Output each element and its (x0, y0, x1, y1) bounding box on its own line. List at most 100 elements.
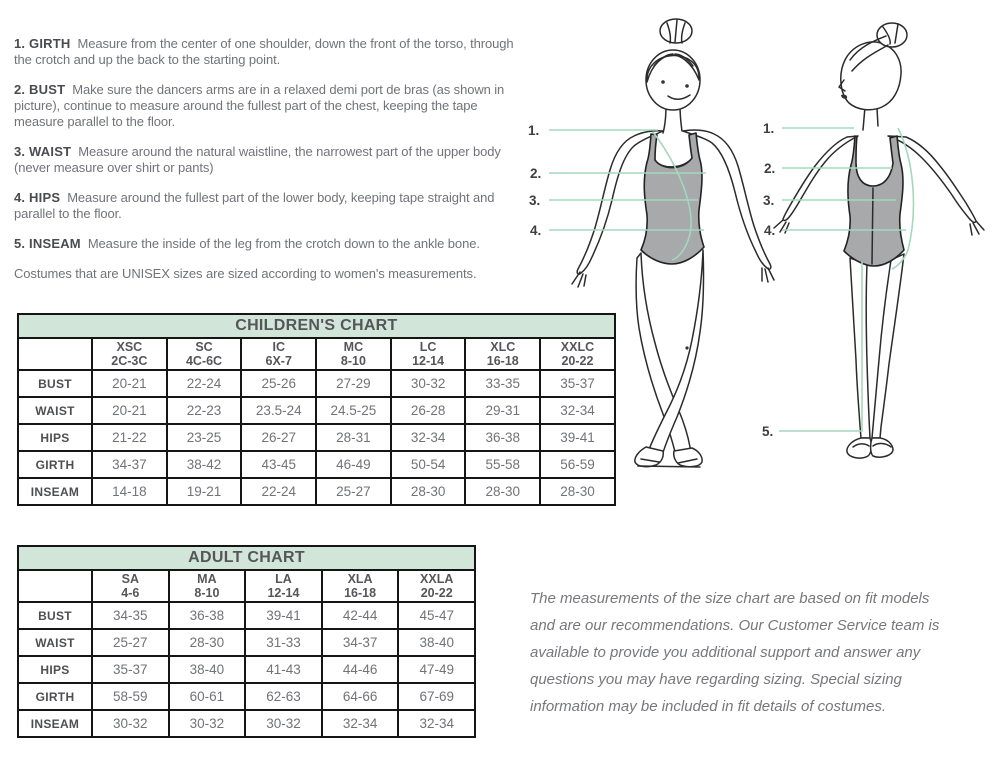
size-code: XLC (490, 340, 516, 354)
table-cell: 23.5-24 (240, 396, 318, 425)
table-cell: 28-31 (315, 423, 392, 452)
size-range: 20-22 (561, 354, 594, 368)
measure-label-5-back: 5. (762, 424, 773, 439)
column-header: SA 4-6 (91, 569, 170, 603)
table-cell: 32-34 (397, 709, 477, 738)
size-code: MA (197, 572, 217, 586)
column-header: IC 6X-7 (240, 337, 318, 371)
size-range: 8-10 (340, 354, 366, 368)
table-cell: 31-33 (244, 628, 323, 657)
instruction-text: Measure around the fullest part of the l… (14, 190, 495, 221)
table-cell: 33-35 (464, 369, 542, 398)
table-cell: 30-32 (244, 709, 323, 738)
chart-title-row: CHILDREN'S CHART (17, 313, 616, 339)
table-cell: 28-30 (539, 477, 616, 506)
size-code: IC (272, 340, 285, 354)
measure-label-2-front: 2. (530, 166, 541, 181)
column-header: MA 8-10 (167, 569, 247, 603)
childrens-chart-table: CHILDREN'S CHART XSC 2C-3C SC 4C-6C IC 6X-7… (17, 313, 616, 506)
table-cell: 34-35 (91, 601, 170, 630)
size-range: 12-14 (412, 354, 445, 368)
column-header: XLA 16-18 (320, 569, 400, 603)
table-cell: 32-34 (389, 423, 467, 452)
adult-chart-title: ADULT CHART (16, 545, 477, 571)
measure-label-4-front: 4. (530, 223, 541, 238)
dancer-illustrations: 1. 2. 3. 4. (528, 18, 985, 468)
table-row: HIPS 21-22 23-25 26-27 28-31 32-34 36-38… (17, 423, 616, 452)
size-code: SA (121, 572, 139, 586)
table-cell: 30-32 (389, 369, 467, 398)
size-range: 16-18 (344, 586, 377, 600)
size-code: XXLA (420, 572, 454, 586)
table-cell: 30-32 (91, 709, 170, 738)
measure-label-1-front: 1. (528, 123, 539, 138)
row-label: HIPS (17, 423, 93, 452)
table-row: WAIST 20-21 22-23 23.5-24 24.5-25 26-28 … (17, 396, 616, 425)
table-cell: 28-30 (167, 628, 247, 657)
table-cell: 36-38 (464, 423, 542, 452)
column-header: XXLC 20-22 (539, 337, 616, 371)
table-row: WAIST 25-27 28-30 31-33 34-37 38-40 (17, 628, 477, 657)
table-cell: 56-59 (539, 450, 616, 479)
measure-label-3-back: 3. (763, 193, 774, 208)
table-row: BUST 34-35 36-38 39-41 42-44 45-47 (17, 601, 477, 630)
instruction-text: Measure from the center of one shoulder,… (14, 36, 514, 67)
instruction-text: Measure the inside of the leg from the c… (87, 236, 480, 251)
table-cell: 34-37 (320, 628, 400, 657)
table-cell: 64-66 (320, 682, 400, 711)
table-cell: 19-21 (165, 477, 243, 506)
table-cell: 38-40 (397, 628, 477, 657)
table-cell: 41-43 (244, 655, 323, 684)
table-cell: 39-41 (539, 423, 616, 452)
chart-header-row: XSC 2C-3C SC 4C-6C IC 6X-7 MC 8-10 LC 12-14 X… (17, 337, 616, 371)
table-cell: 60-61 (167, 682, 247, 711)
table-cell: 25-27 (91, 628, 170, 657)
table-row: HIPS 35-37 38-40 41-43 44-46 47-49 (17, 655, 477, 684)
corner-cell (17, 569, 93, 603)
size-range: 8-10 (194, 586, 220, 600)
adult-chart-table: ADULT CHART SA 4-6 MA 8-10 LA 12-14 XLA 16-1… (16, 545, 477, 738)
table-row: BUST 20-21 22-24 25-26 27-29 30-32 33-35… (17, 369, 616, 398)
size-code: XXLC (560, 340, 595, 354)
instruction-text: Measure around the natural waistline, th… (14, 144, 501, 175)
table-row: INSEAM 30-32 30-32 30-32 32-34 32-34 (17, 709, 477, 738)
table-cell: 28-30 (464, 477, 542, 506)
table-cell: 25-27 (315, 477, 392, 506)
table-cell: 46-49 (315, 450, 392, 479)
row-label: WAIST (17, 396, 93, 425)
column-header: LC 12-14 (389, 337, 467, 371)
column-header: XSC 2C-3C (91, 337, 168, 371)
size-range: 4-6 (121, 586, 140, 600)
table-cell: 35-37 (91, 655, 170, 684)
table-cell: 50-54 (389, 450, 467, 479)
column-header: XXLA 20-22 (397, 569, 477, 603)
column-header: XLC 16-18 (464, 337, 542, 371)
childrens-chart-title: CHILDREN'S CHART (17, 313, 616, 339)
instruction-text: Make sure the dancers arms are in a rela… (14, 82, 505, 129)
size-range: 2C-3C (111, 354, 148, 368)
table-cell: 34-37 (91, 450, 168, 479)
chart-header-row: SA 4-6 MA 8-10 LA 12-14 XLA 16-18 XXLA 20-22 (17, 569, 477, 603)
table-cell: 55-58 (464, 450, 542, 479)
table-cell: 21-22 (91, 423, 168, 452)
size-range: 6X-7 (265, 354, 292, 368)
table-cell: 26-28 (389, 396, 467, 425)
table-cell: 25-26 (240, 369, 318, 398)
measure-label-3-front: 3. (529, 193, 540, 208)
instruction-girth: 1. GIRTH Measure from the center of one s… (14, 36, 522, 68)
table-cell: 38-40 (167, 655, 247, 684)
table-cell: 35-37 (539, 369, 616, 398)
table-cell: 44-46 (320, 655, 400, 684)
table-cell: 36-38 (167, 601, 247, 630)
table-cell: 38-42 (165, 450, 243, 479)
instruction-label: 4. HIPS (14, 190, 61, 205)
unisex-note: Costumes that are UNISEX sizes are sized… (14, 266, 477, 281)
size-code: XLA (347, 572, 373, 586)
measure-label-2-back: 2. (764, 161, 775, 176)
table-cell: 27-29 (315, 369, 392, 398)
instruction-label: 1. GIRTH (14, 36, 71, 51)
measure-label-1-back: 1. (763, 121, 774, 136)
row-label: BUST (17, 601, 93, 630)
row-label: BUST (17, 369, 93, 398)
